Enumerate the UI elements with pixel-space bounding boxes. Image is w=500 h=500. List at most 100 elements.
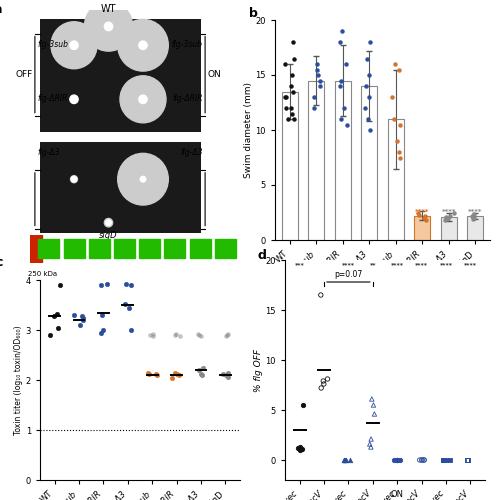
Point [104,280,112,288]
Point [366,93,374,101]
Text: ****: **** [464,262,477,267]
Point [222,332,230,340]
Point [464,456,471,464]
Point [317,384,325,392]
Point [282,104,290,112]
Point [446,212,454,220]
Point [314,71,322,79]
Bar [282,92,298,240]
Text: ****: **** [468,209,482,215]
Point [195,366,203,374]
Circle shape [84,2,132,51]
Circle shape [118,154,168,205]
Point [294,444,302,452]
Point [282,93,290,101]
Point [390,115,398,123]
Point [396,120,404,128]
Point [450,208,458,216]
Text: flg-3sub: flg-3sub [172,40,203,48]
Point [415,210,423,218]
Point [367,435,375,443]
Point [289,88,297,96]
Circle shape [120,76,166,123]
Point [310,93,318,101]
Text: a: a [0,3,2,16]
Point [470,210,478,218]
Point [442,213,450,221]
Point [76,321,84,329]
Point [126,281,134,289]
Point [127,326,135,334]
Text: flg-Δ3: flg-Δ3 [180,148,203,156]
Text: flg-ΔRIR: flg-ΔRIR [172,94,203,102]
Point [336,82,344,90]
Point [340,456,348,464]
Point [171,331,179,339]
Point [463,456,471,464]
Text: **: ** [370,262,376,267]
Point [361,104,369,112]
Point [172,330,179,338]
FancyBboxPatch shape [40,142,200,233]
Text: WT: WT [101,4,116,14]
Point [390,456,398,464]
Point [149,332,157,340]
Point [224,368,232,376]
Point [346,456,354,464]
Point [122,280,130,288]
Circle shape [71,176,77,182]
Point [468,212,475,220]
Point [219,370,227,378]
Bar [139,239,160,258]
Point [286,104,294,112]
Point [195,331,203,339]
Point [463,456,471,464]
Point [312,60,320,68]
Point [290,115,298,123]
Bar [441,217,457,240]
Point [50,312,58,320]
Y-axis label: Toxin titer (log₁₀ toxin/OD₆₀₀): Toxin titer (log₁₀ toxin/OD₆₀₀) [14,325,23,435]
Point [468,215,476,223]
Point [320,380,328,388]
Point [336,38,344,46]
Point [395,66,403,74]
Point [79,314,87,322]
Point [366,126,374,134]
Point [46,331,54,339]
Point [420,456,428,464]
Circle shape [106,220,112,226]
Point [97,281,105,289]
Point [340,456,348,464]
Point [198,332,205,340]
Point [370,401,378,409]
Bar [64,239,84,258]
Point [464,456,472,464]
Point [300,401,308,409]
Point [144,370,152,378]
Point [440,456,448,464]
Point [296,443,304,451]
Text: ****: **** [440,262,452,267]
Point [392,137,400,145]
Circle shape [70,96,78,103]
Text: OFF: OFF [428,268,444,278]
Point [470,213,478,221]
Point [316,82,324,90]
Point [363,54,371,62]
Point [440,216,448,224]
Point [442,456,450,464]
Point [194,330,202,338]
Bar [38,239,60,258]
Point [149,330,157,338]
Point [171,368,179,376]
Point [54,324,62,332]
Point [366,38,374,46]
Point [99,326,107,334]
Point [364,115,372,123]
Point [198,371,206,379]
Text: sigD: sigD [99,232,118,240]
Point [391,60,399,68]
Point [365,71,373,79]
Point [440,456,448,464]
